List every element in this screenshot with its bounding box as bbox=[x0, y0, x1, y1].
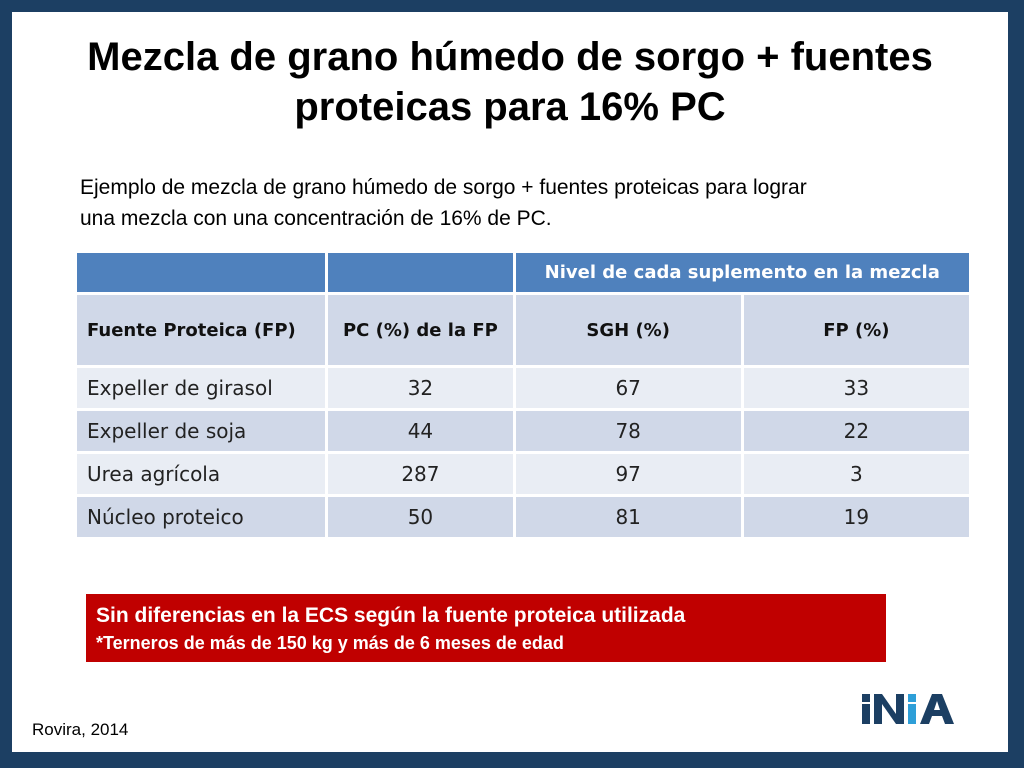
cell-pc: 287 bbox=[325, 451, 516, 497]
cell-fuente: Núcleo proteico bbox=[73, 494, 329, 540]
intro-text: Ejemplo de mezcla de grano húmedo de sor… bbox=[80, 172, 980, 234]
highlight-note: Sin diferencias en la ECS según la fuent… bbox=[86, 594, 886, 662]
source-citation: Rovira, 2014 bbox=[32, 720, 129, 739]
table-row: Núcleo proteico 50 81 19 bbox=[73, 494, 973, 540]
cell-pc: 32 bbox=[325, 365, 516, 411]
note-line-2: *Terneros de más de 150 kg y más de 6 me… bbox=[96, 633, 564, 653]
column-header-fuente: Fuente Proteica (FP) bbox=[73, 292, 329, 368]
cell-fuente: Urea agrícola bbox=[73, 451, 329, 497]
table-column-header-row: Fuente Proteica (FP) PC (%) de la FP SGH… bbox=[73, 292, 973, 368]
cell-fp: 33 bbox=[740, 365, 973, 411]
cell-pc: 44 bbox=[325, 408, 516, 454]
empty-header-cell bbox=[73, 250, 329, 295]
slide-title: Mezcla de grano húmedo de sorgo + fuente… bbox=[12, 32, 1008, 132]
cell-sgh: 81 bbox=[512, 494, 744, 540]
note-line-1: Sin diferencias en la ECS según la fuent… bbox=[96, 604, 686, 627]
cell-fp: 3 bbox=[740, 451, 973, 497]
cell-fp: 19 bbox=[740, 494, 973, 540]
cell-fuente: Expeller de soja bbox=[73, 408, 329, 454]
inia-logo bbox=[862, 694, 954, 724]
cell-sgh: 67 bbox=[512, 365, 744, 411]
cell-fp: 22 bbox=[740, 408, 973, 454]
column-header-pc: PC (%) de la FP bbox=[325, 292, 516, 368]
cell-pc: 50 bbox=[325, 494, 516, 540]
group-header: Nivel de cada suplemento en la mezcla bbox=[512, 250, 973, 295]
column-header-sgh: SGH (%) bbox=[512, 292, 744, 368]
table-group-header-row: Nivel de cada suplemento en la mezcla bbox=[73, 250, 973, 295]
title-line-2: proteicas para 16% PC bbox=[294, 85, 726, 129]
cell-fuente: Expeller de girasol bbox=[73, 365, 329, 411]
title-line-1: Mezcla de grano húmedo de sorgo + fuente… bbox=[87, 35, 933, 79]
slide: Mezcla de grano húmedo de sorgo + fuente… bbox=[12, 12, 1008, 752]
empty-header-cell bbox=[325, 250, 516, 295]
table-row: Expeller de soja 44 78 22 bbox=[73, 408, 973, 454]
table-row: Urea agrícola 287 97 3 bbox=[73, 451, 973, 497]
supplement-table: Nivel de cada suplemento en la mezcla Fu… bbox=[73, 250, 973, 540]
column-header-fp: FP (%) bbox=[740, 292, 973, 368]
cell-sgh: 97 bbox=[512, 451, 744, 497]
intro-line-1: Ejemplo de mezcla de grano húmedo de sor… bbox=[80, 176, 807, 199]
intro-line-2: una mezcla con una concentración de 16% … bbox=[80, 207, 552, 230]
cell-sgh: 78 bbox=[512, 408, 744, 454]
table-row: Expeller de girasol 32 67 33 bbox=[73, 365, 973, 411]
